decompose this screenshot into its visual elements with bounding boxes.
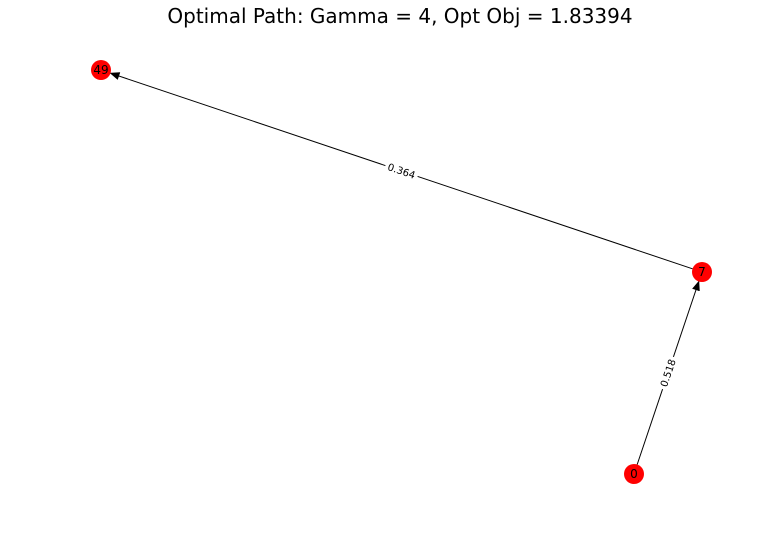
nodes-layer: 49 7 0 bbox=[91, 60, 712, 484]
figure-title: Optimal Path: Gamma = 4, Opt Obj = 1.833… bbox=[167, 4, 632, 28]
edge-label-group-7-49: 0.364 bbox=[383, 158, 420, 184]
node-7 bbox=[692, 262, 712, 282]
edge-label-background bbox=[383, 158, 420, 184]
node-0 bbox=[624, 464, 644, 484]
node-49 bbox=[91, 60, 111, 80]
edge-label-group-0-7: 0.518 bbox=[655, 354, 681, 392]
node-label-7: 7 bbox=[698, 265, 706, 279]
node-label-49: 49 bbox=[93, 63, 108, 77]
node-label-0: 0 bbox=[630, 467, 638, 481]
edges-layer: 0.518 0.364 bbox=[109, 72, 700, 465]
edge-label-background bbox=[655, 354, 681, 392]
